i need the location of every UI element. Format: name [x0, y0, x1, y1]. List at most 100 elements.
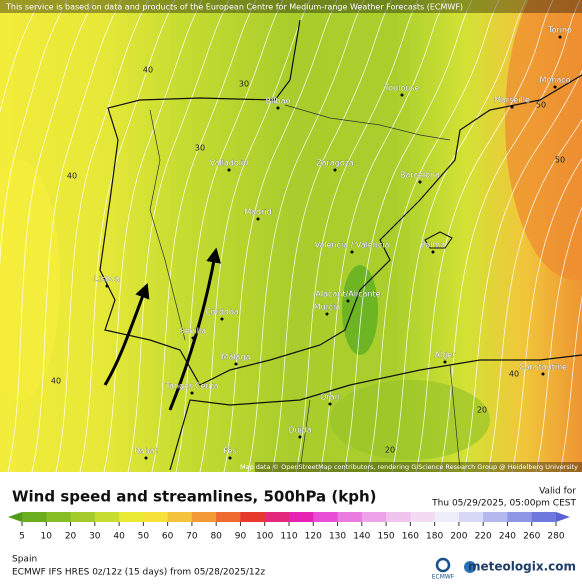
- colorbar-label: 220: [475, 532, 492, 542]
- city-dot: [227, 168, 231, 172]
- city-dot: [105, 284, 109, 288]
- meteologix-icon: [464, 561, 476, 573]
- ecmwf-logo: ECMWF: [432, 574, 455, 581]
- ecmwf-icon: [435, 557, 451, 573]
- colorbar-label: 130: [329, 532, 346, 542]
- streamline: [199, 0, 311, 473]
- wind-area: [505, 0, 582, 280]
- colorbar-label: 160: [402, 532, 419, 542]
- colorbar-label: 30: [89, 532, 101, 542]
- colorbar-segment: [386, 512, 411, 522]
- city-dot: [144, 456, 148, 460]
- city-label: Córdoba: [205, 307, 239, 317]
- city-dot: [325, 312, 329, 316]
- city-dot: [346, 299, 350, 303]
- streamline: [55, 0, 149, 473]
- notice: This service is based on data and produc…: [5, 3, 463, 12]
- colorbar-label: 60: [162, 532, 174, 542]
- city-dot: [510, 105, 514, 109]
- colorbar-label: 5: [19, 532, 25, 542]
- colorbar-segment: [119, 512, 144, 522]
- streamline: [271, 0, 392, 473]
- city-label: Sevilla: [180, 327, 206, 336]
- streamline: [247, 0, 365, 473]
- city-label: Valencia / València: [315, 240, 390, 250]
- streamline: [511, 158, 582, 473]
- colorbar: 5 10 20 30 40 50 60 70 80 90 100 110 120 130 140 150 160…: [8, 512, 570, 542]
- colorbar-arrow: [8, 512, 22, 522]
- map-background: [0, 0, 582, 472]
- contour-label: 30: [239, 80, 249, 89]
- colorbar-segment: [434, 512, 460, 522]
- colorbar-label: 70: [186, 532, 198, 542]
- colorbar-segment: [264, 512, 290, 522]
- map: This service is based on data and produc…: [0, 0, 582, 473]
- city-label: Lisboa: [94, 275, 120, 284]
- colorbar-label: 100: [256, 532, 273, 542]
- streamline: [559, 295, 582, 473]
- city-label: Fès: [223, 446, 236, 456]
- colorbar-label: 10: [41, 532, 53, 542]
- city-dot: [541, 372, 545, 376]
- coastline: [99, 19, 582, 386]
- city-label: Constantine: [519, 363, 567, 372]
- annotation-arrow: [103, 282, 150, 386]
- colorbar-label: 50: [138, 532, 150, 542]
- colorbar-segment: [410, 512, 436, 522]
- streamline: [367, 0, 500, 473]
- streamline: [127, 0, 230, 473]
- city-label: Palma: [421, 241, 445, 250]
- city-dot: [220, 317, 224, 321]
- city-dot: [328, 402, 332, 406]
- contour-label: 40: [143, 66, 153, 75]
- city-dot: [190, 391, 194, 395]
- colorbar-label: 260: [523, 532, 540, 542]
- contour-label: 50: [555, 156, 565, 165]
- colorbar-segment: [216, 512, 241, 522]
- streamline: [295, 0, 419, 473]
- city-dot: [333, 168, 337, 172]
- city-label: Bilbao: [266, 97, 291, 106]
- city-label: Tanger Ceuta: [165, 382, 219, 391]
- city-dot: [350, 250, 354, 254]
- annotation-arrow: [168, 247, 222, 411]
- streamline: [439, 0, 581, 473]
- city-label: Barcelona: [400, 171, 440, 180]
- city-dot: [228, 456, 232, 460]
- contour-label: 40: [509, 370, 519, 379]
- attribution-bar: [255, 462, 582, 472]
- region: Spain: [12, 555, 37, 565]
- city-dot: [553, 85, 557, 89]
- coastline: [169, 354, 582, 471]
- city-label: Alger: [435, 351, 457, 360]
- streamline: [79, 0, 176, 473]
- colorbar-segment: [46, 512, 72, 522]
- city-label: Málaga: [222, 353, 251, 362]
- valid-time: Thu 05/29/2025, 05:00pm CEST: [431, 499, 576, 509]
- contour-label: 30: [195, 144, 205, 153]
- city-dot: [276, 106, 280, 110]
- contour-label: 50: [536, 101, 546, 110]
- streamline: [391, 0, 527, 473]
- contour-label: 20: [385, 446, 395, 455]
- streamline: [223, 0, 338, 473]
- notice-bar: [0, 0, 582, 13]
- city-label: Zaragoza: [316, 159, 354, 168]
- colorbar-segment: [531, 512, 557, 522]
- contour-label: 40: [51, 377, 61, 386]
- colorbar-label: 40: [113, 532, 125, 542]
- colorbar-segment: [289, 512, 314, 522]
- streamline: [415, 0, 554, 473]
- city-label: Torino: [547, 26, 572, 35]
- border: [149, 104, 461, 471]
- colorbar-label: 150: [377, 532, 394, 542]
- streamline: [7, 0, 95, 473]
- city-label: Alacant/Alicante: [315, 290, 380, 299]
- city-dot: [558, 35, 562, 39]
- streamlines: [0, 0, 582, 472]
- island: [424, 231, 453, 249]
- streamline: [0, 0, 41, 113]
- streamline: [175, 0, 284, 473]
- colorbar-label: 110: [280, 532, 297, 542]
